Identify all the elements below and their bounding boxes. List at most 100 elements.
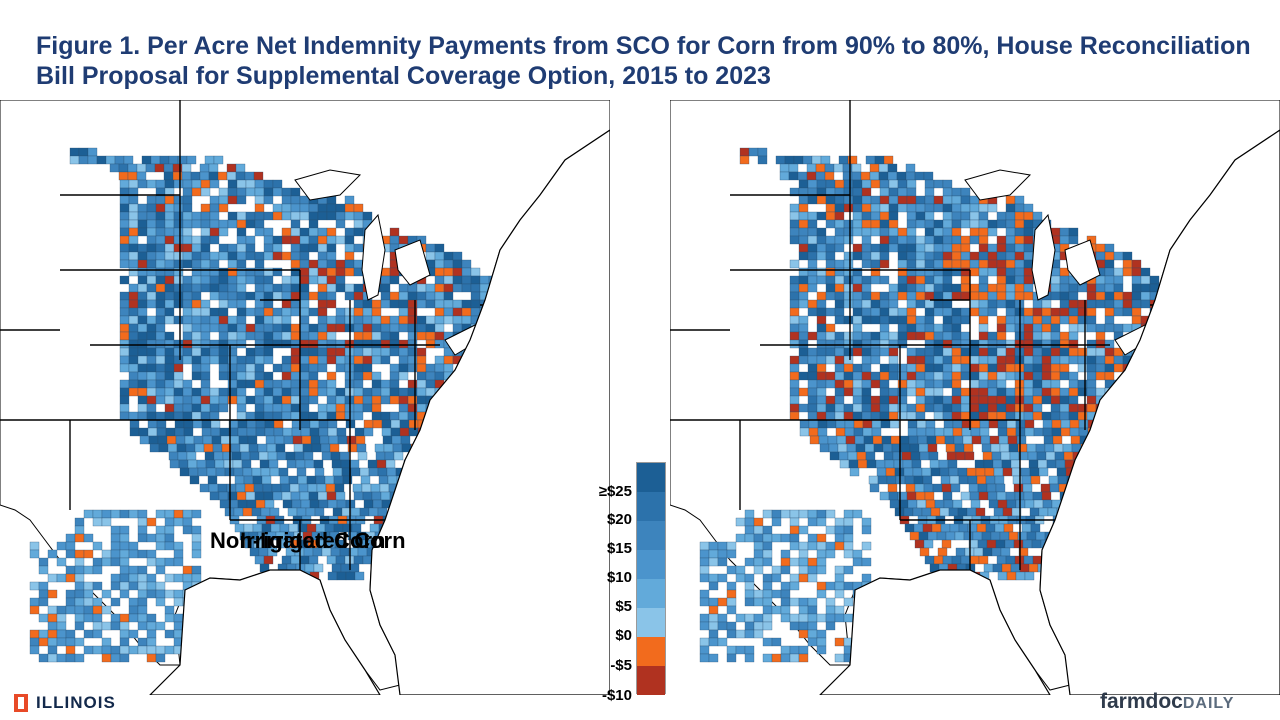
county-cell <box>155 267 166 277</box>
county-cell <box>350 467 361 477</box>
legend-swatch <box>637 579 665 608</box>
county-cell <box>380 411 391 421</box>
county-cell <box>362 403 373 413</box>
county-cell <box>992 459 1003 469</box>
county-cell <box>806 171 817 181</box>
county-cell <box>1059 339 1070 349</box>
county-cell <box>883 155 894 165</box>
county-cell <box>65 565 76 575</box>
county-cell <box>92 581 103 591</box>
county-cell <box>879 339 890 349</box>
county-cell <box>973 547 984 557</box>
county-cell <box>976 475 987 485</box>
color-legend: ≥$25 $20 $15 $10 $5 $0 -$5 -$10 <box>580 462 690 704</box>
county-cell <box>951 267 962 277</box>
county-cell <box>993 507 1004 517</box>
county-cell <box>798 251 809 261</box>
county-cell <box>780 581 791 591</box>
county-cell <box>1032 299 1043 309</box>
county-cell <box>308 379 319 389</box>
county-cell <box>92 517 103 527</box>
county-cell <box>971 435 982 445</box>
county-cell <box>318 419 329 429</box>
county-cell <box>798 597 809 607</box>
county-cell <box>353 299 364 309</box>
county-cell <box>314 507 325 517</box>
county-cell <box>843 331 854 341</box>
county-cell <box>317 403 328 413</box>
county-cell <box>200 323 211 333</box>
county-cell <box>191 307 202 317</box>
county-cell <box>344 203 355 213</box>
county-cell <box>942 291 953 301</box>
county-cell <box>155 235 166 245</box>
county-cell <box>299 203 310 213</box>
county-cell <box>163 163 174 173</box>
county-cell <box>717 549 728 559</box>
county-cell <box>137 291 148 301</box>
county-cell <box>906 219 917 229</box>
county-cell <box>942 323 953 333</box>
county-cell <box>933 371 944 381</box>
county-cell <box>816 291 827 301</box>
county-cell <box>236 411 247 421</box>
county-cell <box>182 291 193 301</box>
county-cell <box>461 307 472 317</box>
county-cell <box>784 155 795 165</box>
county-cell <box>879 259 890 269</box>
county-cell <box>923 483 934 493</box>
county-cell <box>146 235 157 245</box>
county-cell <box>789 573 800 583</box>
county-cell <box>861 347 872 357</box>
county-cell <box>257 443 268 453</box>
county-cell <box>434 331 445 341</box>
county-cell <box>1056 467 1067 477</box>
county-cell <box>843 267 854 277</box>
county-cell <box>1131 307 1142 317</box>
legend-label: $10 <box>606 569 632 586</box>
county-cell <box>855 443 866 453</box>
county-cell <box>272 395 283 405</box>
county-cell <box>359 507 370 517</box>
county-cell <box>294 451 305 461</box>
county-cell <box>996 291 1007 301</box>
county-cell <box>906 323 917 333</box>
county-cell <box>362 339 373 349</box>
county-cell <box>1032 395 1043 405</box>
county-cell <box>789 613 800 623</box>
county-cell <box>92 509 103 519</box>
county-cell <box>146 573 157 583</box>
county-cell <box>933 555 944 565</box>
county-cell <box>816 331 827 341</box>
county-cell <box>236 491 247 501</box>
county-cell <box>897 203 908 213</box>
county-cell <box>771 637 782 647</box>
county-cell <box>353 387 364 397</box>
county-cell <box>83 533 94 543</box>
county-cell <box>182 251 193 261</box>
county-cell <box>236 315 247 325</box>
county-cell <box>942 227 953 237</box>
county-cell <box>326 491 337 501</box>
county-cell <box>251 467 262 477</box>
county-cell <box>281 339 292 349</box>
county-cell <box>237 419 248 429</box>
county-cell <box>816 355 827 365</box>
gulf-area <box>819 569 1051 695</box>
county-cell <box>699 589 710 599</box>
county-cell <box>843 283 854 293</box>
county-cell <box>834 315 845 325</box>
county-cell <box>155 227 166 237</box>
county-cell <box>114 155 125 165</box>
county-cell <box>953 435 964 445</box>
county-cell <box>254 211 265 221</box>
county-cell <box>963 443 974 453</box>
county-cell <box>425 243 436 253</box>
county-cell <box>915 299 926 309</box>
county-cell <box>182 525 193 535</box>
county-cell <box>744 573 755 583</box>
county-cell <box>726 621 737 631</box>
county-cell <box>933 347 944 357</box>
county-cell <box>326 283 337 293</box>
county-cell <box>164 307 175 317</box>
